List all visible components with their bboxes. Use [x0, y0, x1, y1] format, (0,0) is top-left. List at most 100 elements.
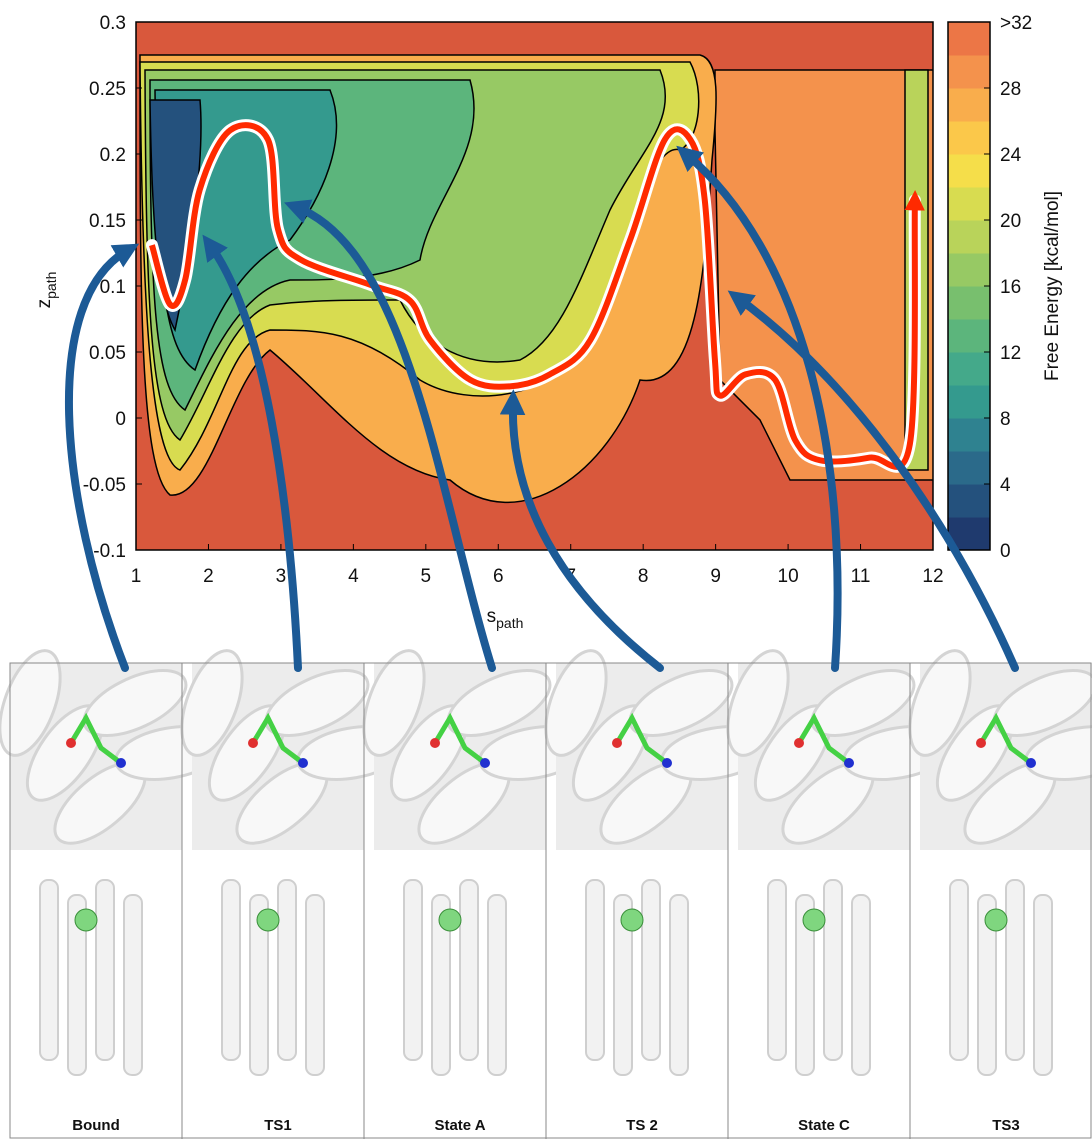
colorbar-band	[948, 484, 990, 518]
x-tick-label: 9	[710, 566, 721, 587]
protein-helix	[305, 894, 325, 1076]
helix	[446, 669, 552, 737]
colorbar-band	[948, 418, 990, 452]
ligand-atom	[1026, 758, 1036, 768]
colorbar-band	[948, 154, 990, 188]
x-tick-label: 8	[638, 566, 649, 587]
ligand	[614, 712, 669, 765]
protein-helix	[641, 879, 661, 1061]
ligand-atom	[116, 758, 126, 768]
helix	[908, 649, 972, 757]
ligand-atom	[794, 738, 804, 748]
panel-label: TS1	[264, 1117, 292, 1134]
x-tick-label: 6	[493, 566, 504, 587]
ligand	[978, 712, 1033, 765]
ligand	[432, 712, 487, 765]
ligand-sphere	[438, 908, 462, 932]
y-tick-label: 0.05	[89, 343, 126, 364]
x-tick-label: 11	[851, 566, 871, 587]
protein-helix	[977, 894, 997, 1076]
colorbar-band	[948, 253, 990, 287]
protein-helix	[403, 879, 423, 1061]
helix	[180, 649, 244, 757]
colorbar-band	[948, 55, 990, 89]
y-tick-label: 0	[115, 409, 126, 430]
protein-helix	[249, 894, 269, 1076]
helix	[628, 669, 734, 737]
protein-helix	[669, 894, 689, 1076]
arrow	[65, 243, 140, 672]
panel-label: State C	[798, 1117, 850, 1134]
x-tick-label: 4	[348, 566, 359, 587]
ligand-atom	[976, 738, 986, 748]
colorbar-band	[948, 121, 990, 155]
ligand	[68, 712, 123, 765]
colorbar-band	[948, 286, 990, 320]
colorbar-tick-label: 28	[1000, 79, 1021, 100]
protein-helix	[1005, 879, 1025, 1061]
arrow	[202, 234, 302, 672]
panel-frame	[9, 662, 1092, 1139]
colorbar-tick-label: 24	[1000, 145, 1022, 166]
colorbar-tick-label: 16	[1000, 277, 1021, 298]
ligand-atom	[612, 738, 622, 748]
arrow	[727, 290, 1019, 672]
protein-helix	[767, 879, 787, 1061]
ligand-sphere	[984, 908, 1008, 932]
arrow	[676, 145, 842, 672]
arrows	[65, 145, 1019, 672]
colorbar-tick-label: 4	[1000, 475, 1011, 496]
colorbar-band	[948, 319, 990, 353]
helix	[544, 649, 608, 757]
ligand-atom	[430, 738, 440, 748]
panel-label: TS 2	[626, 1117, 658, 1134]
protein-helix	[613, 894, 633, 1076]
protein-helix	[123, 894, 143, 1076]
colorbar-tick-label: >32	[1000, 13, 1032, 34]
protein-helix	[1033, 894, 1053, 1076]
colorbar-band	[948, 451, 990, 485]
protein-helix	[67, 894, 87, 1076]
ligand-atom	[248, 738, 258, 748]
x-label-sub: path	[496, 615, 523, 631]
y-tick-label: 0.1	[100, 277, 126, 298]
colorbar-tick-label: 0	[1000, 541, 1011, 562]
arrow	[284, 199, 496, 672]
protein-helix	[459, 879, 479, 1061]
x-axis-label: spath	[487, 606, 524, 631]
panels: Bound TS1 State A TS 2 State C TS3	[0, 649, 1092, 1139]
protein-helix	[949, 879, 969, 1061]
x-tick-label: 10	[778, 566, 799, 587]
colorbar-tick-label: 12	[1000, 343, 1021, 364]
protein-helix	[851, 894, 871, 1076]
arrow	[499, 389, 664, 672]
ligand-atom	[298, 758, 308, 768]
colorbar-band	[948, 352, 990, 386]
y-tick-label: -0.1	[93, 541, 126, 562]
x-label-main: s	[487, 606, 497, 627]
helix	[992, 669, 1092, 737]
protein-helix	[585, 879, 605, 1061]
x-tick-label: 5	[421, 566, 432, 587]
protein-helix	[795, 894, 815, 1076]
panel-label: State A	[434, 1117, 485, 1134]
colorbar-band	[948, 22, 990, 56]
helix	[362, 649, 426, 757]
colorbar-band	[948, 220, 990, 254]
protein-helix	[95, 879, 115, 1061]
helix	[1024, 725, 1092, 781]
helix	[82, 669, 188, 737]
y-tick-label: 0.15	[89, 211, 126, 232]
colorbar-tick-label: 20	[1000, 211, 1021, 232]
x-tick-label: 2	[203, 566, 214, 587]
protein-helix	[221, 879, 241, 1061]
protein-helix	[823, 879, 843, 1061]
ligand-atom	[66, 738, 76, 748]
y-label-main: z	[34, 299, 55, 309]
helix	[0, 649, 62, 757]
colorbar-band	[948, 187, 990, 221]
y-tick-label: 0.25	[89, 79, 126, 100]
ligand	[796, 712, 851, 765]
y-label-sub: path	[43, 272, 59, 299]
